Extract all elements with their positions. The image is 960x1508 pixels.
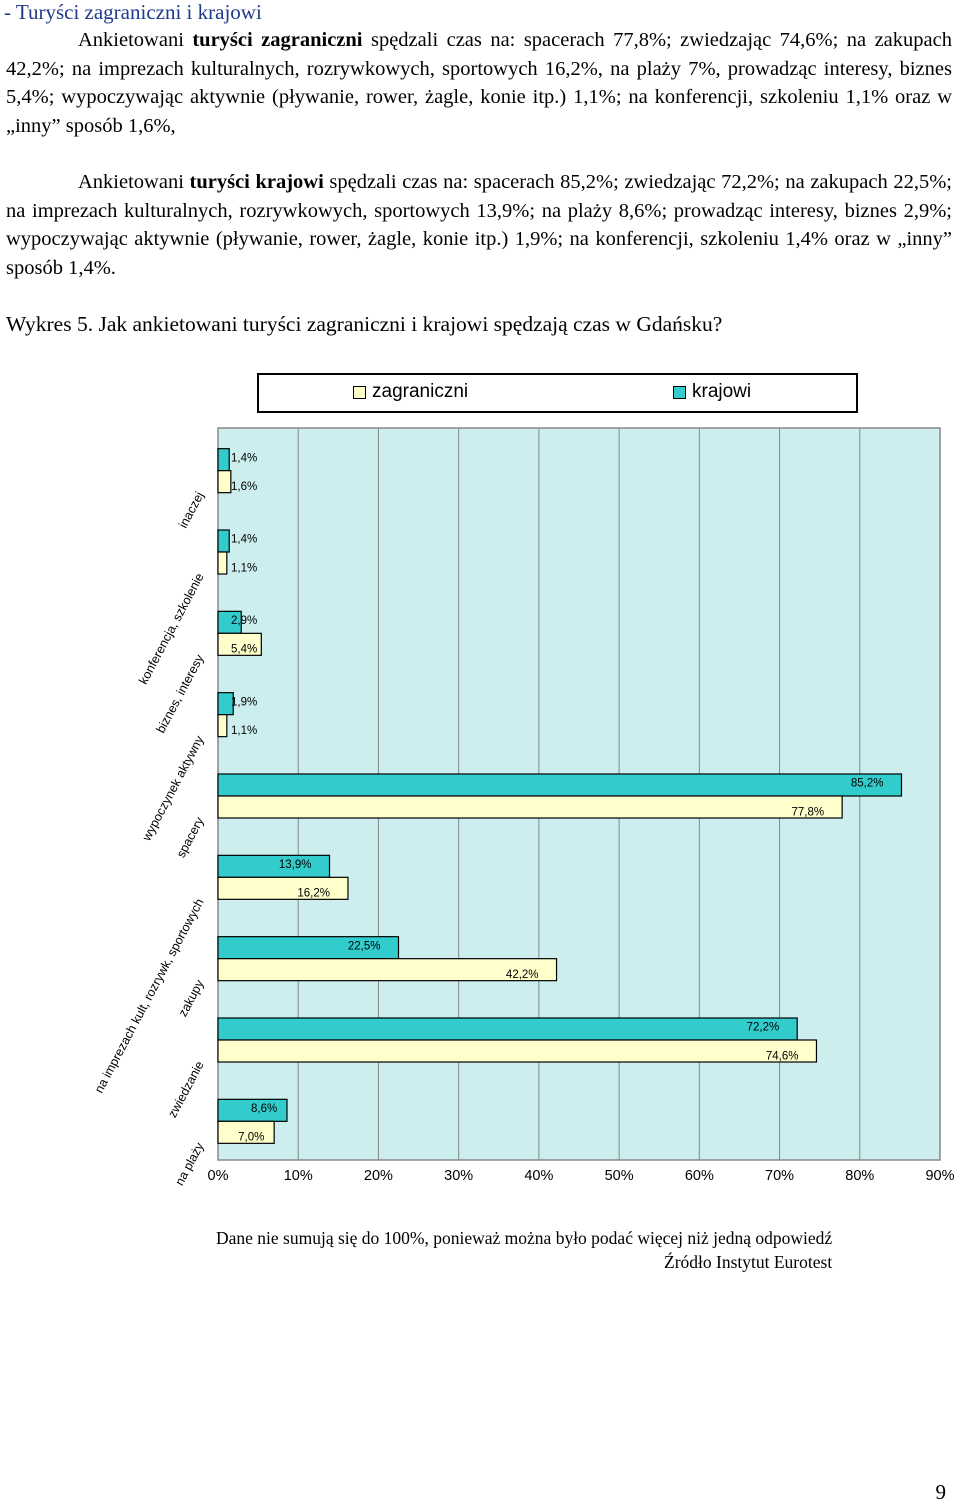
bar-chart: 0% 10% 20% 30% 40% 50% 60% 70% 80% 90% 1,4% 1,6% ina… (92, 427, 955, 1188)
x-tick-label: 50% (605, 1168, 634, 1184)
legend-swatch-zagraniczni (353, 385, 366, 399)
value-label-krajowi: 13,9% (279, 859, 312, 871)
bar-zagraniczni (217, 470, 232, 494)
x-tick-label: 20% (364, 1168, 393, 1184)
category-label: inaczej (176, 490, 207, 531)
bar-krajowi (217, 448, 230, 472)
value-label-zagraniczni: 74,6% (766, 1050, 799, 1062)
x-tick-label: 70% (765, 1168, 794, 1184)
bar-krajowi (217, 854, 331, 878)
x-tick-label: 30% (444, 1168, 473, 1184)
category-label: spacery (174, 814, 207, 860)
legend-label-zagraniczni: zagraniczni (372, 381, 469, 402)
bar-krajowi (217, 1017, 798, 1041)
bar-zagraniczni (217, 795, 843, 819)
paragraph-domestic-bold: turyści krajowi (189, 171, 324, 193)
page-number: 9 (935, 1480, 947, 1504)
bar-zagraniczni (217, 958, 558, 982)
chart-caption: Wykres 5. Jak ankietowani turyści zagran… (6, 312, 723, 336)
value-label-zagraniczni: 77,8% (792, 806, 825, 818)
value-label-zagraniczni: 1,6% (231, 481, 257, 493)
value-label-krajowi: 8,6% (251, 1103, 277, 1115)
legend-item-zagraniczni: zagraniczni (353, 381, 468, 403)
value-label-zagraniczni: 7,0% (238, 1132, 264, 1144)
value-label-zagraniczni: 1,1% (231, 562, 257, 574)
value-label-zagraniczni: 42,2% (506, 969, 539, 981)
paragraph-foreign-bold: turyści zagraniczni (192, 29, 363, 51)
value-label-krajowi: 72,2% (747, 1022, 780, 1034)
chart-legend: zagraniczni krajowi (257, 373, 858, 413)
x-tick-label: 40% (524, 1168, 553, 1184)
paragraph-domestic-lead: Ankietowani (78, 171, 190, 193)
bar-zagraniczni (217, 714, 228, 738)
bar-zagraniczni (217, 876, 349, 900)
chart-note: Dane nie sumują się do 100%, ponieważ mo… (216, 1226, 832, 1274)
bar-zagraniczni (217, 632, 262, 656)
category-label: zakupy (176, 977, 207, 1019)
x-tick-label: 60% (685, 1168, 714, 1184)
x-tick-label: 90% (925, 1168, 954, 1184)
bar-zagraniczni (217, 551, 228, 575)
bar-zagraniczni (217, 1039, 818, 1063)
category-label: na plaży (172, 1140, 207, 1188)
note-text: Dane nie sumują się do 100%, ponieważ mo… (216, 1228, 833, 1248)
value-label-krajowi: 22,5% (348, 940, 381, 952)
paragraph-domestic: Ankietowani turyści krajowi spędzali cza… (6, 168, 952, 282)
x-tick-label: 0% (208, 1168, 229, 1184)
paragraph-foreign-text: spędzali czas na: spacerach 77,8%; zwied… (6, 29, 952, 137)
value-label-zagraniczni: 16,2% (297, 888, 330, 900)
category-label: zwiedzanie (165, 1059, 206, 1120)
legend-item-krajowi: krajowi (673, 381, 751, 403)
value-label-krajowi: 2,9% (231, 615, 257, 627)
x-tick-label: 10% (284, 1168, 313, 1184)
value-label-krajowi: 1,4% (231, 452, 257, 464)
value-label-krajowi: 85,2% (851, 778, 884, 790)
value-label-krajowi: 1,4% (231, 534, 257, 546)
section-heading: - Turyści zagraniczni i krajowi (4, 0, 262, 24)
legend-label-krajowi: krajowi (692, 381, 752, 402)
category-label: biznes, interesy (154, 652, 207, 736)
bar-krajowi (217, 529, 230, 553)
value-label-krajowi: 1,9% (231, 696, 257, 708)
value-label-zagraniczni: 1,1% (231, 725, 257, 737)
paragraph-foreign-lead: Ankietowani (78, 29, 193, 51)
paragraph-foreign: Ankietowani turyści zagraniczni spędzali… (6, 26, 952, 140)
bar-krajowi (217, 773, 903, 797)
legend-swatch-krajowi (673, 385, 686, 399)
x-tick-label: 80% (845, 1168, 874, 1184)
source-text: Źródło Instytut Eurotest (664, 1252, 833, 1272)
paragraph-domestic-text: spędzali czas na: spacerach 85,2%; zwied… (6, 171, 952, 279)
bar-zagraniczni (217, 1120, 275, 1144)
value-label-zagraniczni: 5,4% (231, 644, 257, 656)
